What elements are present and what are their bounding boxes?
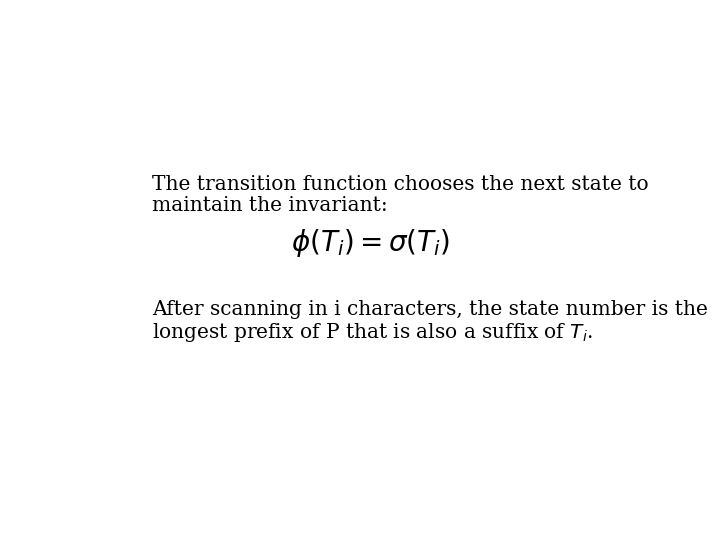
Text: $\phi(T_i) = \sigma(T_i)$: $\phi(T_i) = \sigma(T_i)$ — [291, 227, 450, 259]
Text: After scanning in i characters, the state number is the: After scanning in i characters, the stat… — [153, 300, 708, 319]
Text: maintain the invariant:: maintain the invariant: — [153, 196, 388, 215]
Text: longest prefix of P that is also a suffix of $T_i$.: longest prefix of P that is also a suffi… — [153, 321, 593, 343]
Text: The transition function chooses the next state to: The transition function chooses the next… — [153, 175, 649, 194]
